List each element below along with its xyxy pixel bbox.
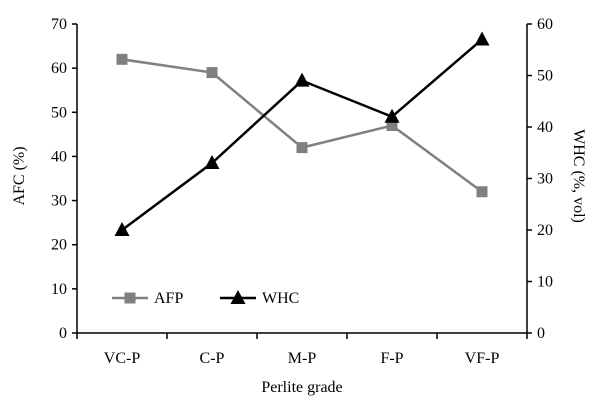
y-right-tick-label: 50 [537,68,553,85]
y-left-tick-label: 0 [59,325,67,342]
x-axis-ticks: VC-P C-P M-P F-P VF-P [76,333,528,367]
data-point-afp [386,120,398,132]
data-point-afp [206,67,218,79]
legend-item-afp: AFP [112,290,183,307]
y-right-tick-label: 0 [537,325,545,342]
y-right-tick-label: 30 [537,171,553,188]
legend-marker-square [124,292,136,304]
legend-label: AFP [154,290,183,307]
x-tick-label: F-P [380,350,403,367]
legend-marker-triangle [230,290,246,304]
y-left-tick-label: 50 [51,104,67,121]
y-left-tick-label: 60 [51,60,67,77]
x-tick-label: VC-P [104,350,141,367]
x-tick-label: VF-P [465,350,500,367]
data-point-whc [474,31,490,46]
y-right-tick-label: 20 [537,222,553,239]
right-axis-ticks: 0 10 20 30 40 50 60 [527,16,553,342]
series-afp [116,53,488,198]
y-right-tick-label: 40 [537,119,553,136]
y-left-tick-label: 40 [51,148,67,165]
y-left-tick-label: 10 [51,281,67,298]
y-axis-right-title: WHC (%, vol) [570,129,587,223]
y-right-tick-label: 60 [537,16,553,33]
x-tick-label: C-P [200,350,225,367]
legend: AFP WHC [112,290,299,307]
y-left-tick-label: 20 [51,237,67,254]
data-point-whc [294,72,310,87]
data-point-afp [476,186,488,198]
y-left-tick-label: 70 [51,16,67,33]
axes [76,24,528,334]
x-tick-label: M-P [288,350,317,367]
data-point-whc [204,155,220,170]
left-axis-ticks: 0 10 20 30 40 50 60 70 [51,16,77,342]
x-axis-title: Perlite grade [261,379,342,396]
data-point-whc [384,108,400,123]
legend-item-whc: WHC [220,290,299,307]
y-left-tick-label: 30 [51,193,67,210]
legend-label: WHC [262,290,299,307]
data-point-whc [114,222,130,236]
data-point-afp [296,142,308,154]
y-axis-left-title: AFC (%) [11,146,28,205]
y-right-tick-label: 10 [537,274,553,291]
data-point-afp [116,53,128,65]
series-whc [114,31,490,236]
series-layer [114,31,490,236]
